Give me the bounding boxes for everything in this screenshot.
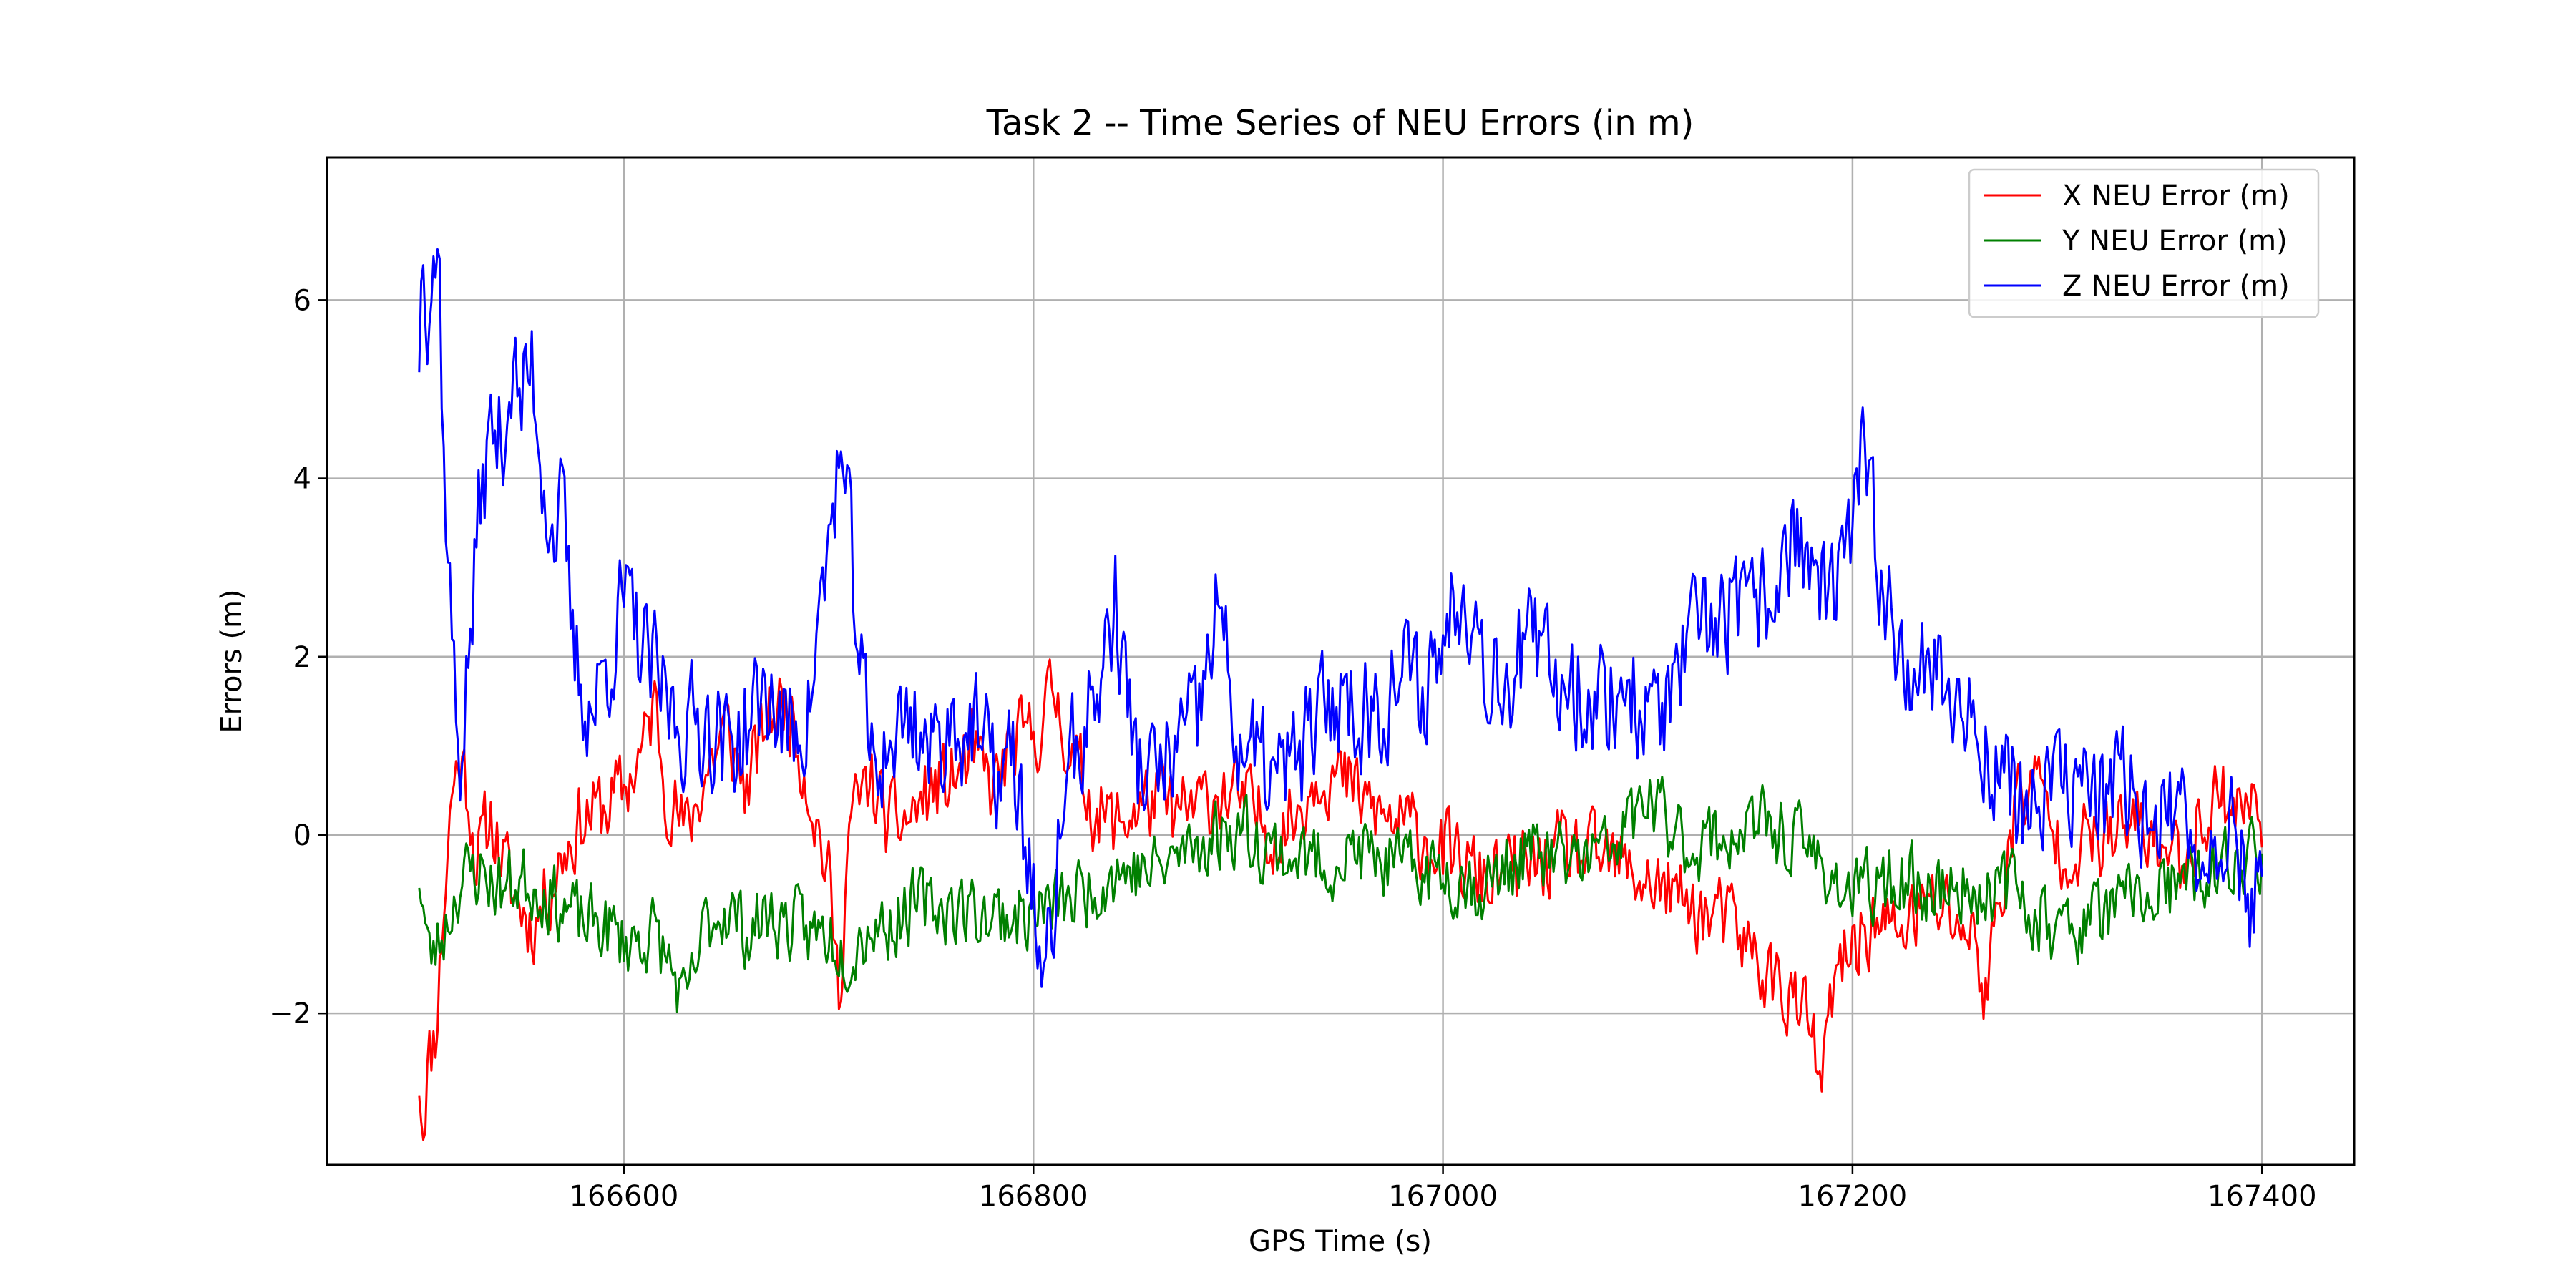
x-tick-label: 167000 bbox=[1388, 1180, 1498, 1213]
y-tick-label: 0 bbox=[293, 819, 311, 852]
chart-title: Task 2 -- Time Series of NEU Errors (in … bbox=[986, 103, 1694, 143]
x-tick-label: 166800 bbox=[979, 1180, 1088, 1213]
series-line-2 bbox=[418, 776, 2263, 1013]
series-line-3 bbox=[418, 248, 2263, 988]
axis-ticks: 166600 166800 167000 167200 167400 −2 0 2 4 6 bbox=[269, 284, 2317, 1213]
legend: X NEU Error (m) Y NEU Error (m) Z NEU Erro… bbox=[1968, 168, 2320, 318]
legend-label: Z NEU Error (m) bbox=[2062, 270, 2290, 303]
x-axis-label: GPS Time (s) bbox=[1249, 1225, 1432, 1258]
y-tick-label: 2 bbox=[293, 641, 311, 674]
y-tick-label: 6 bbox=[293, 284, 311, 317]
x-tick-label: 167200 bbox=[1798, 1180, 1908, 1213]
y-tick-label: −2 bbox=[269, 997, 311, 1030]
legend-label: Y NEU Error (m) bbox=[2062, 225, 2288, 258]
legend-box bbox=[1968, 168, 2320, 318]
x-tick-label: 166600 bbox=[570, 1180, 679, 1213]
legend-label: X NEU Error (m) bbox=[2062, 180, 2290, 213]
y-tick-label: 4 bbox=[293, 463, 311, 496]
x-tick-label: 167400 bbox=[2207, 1180, 2317, 1213]
y-axis-label: Errors (m) bbox=[215, 589, 248, 733]
plot-frame bbox=[326, 156, 2356, 1166]
series-lines bbox=[418, 248, 2263, 1141]
